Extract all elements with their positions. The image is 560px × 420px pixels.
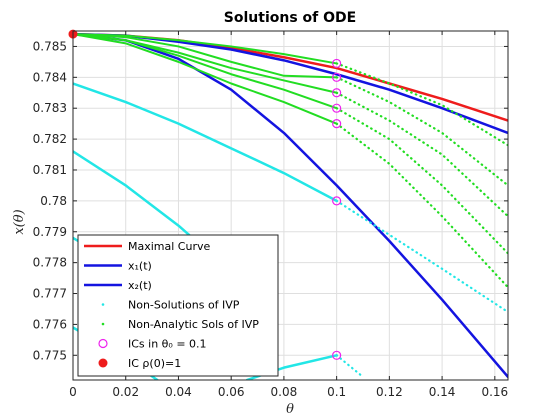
series-line [335, 62, 508, 147]
legend-marker [101, 322, 105, 326]
legend-label: Non-Analytic Sols of IVP [128, 318, 259, 331]
x-tick-label: 0 [69, 385, 77, 399]
legend-entry: IC ρ(0)=1 [98, 357, 181, 370]
x-tick-label: 0.02 [112, 385, 139, 399]
series-line [335, 122, 508, 289]
legend-entry: ICs in θ₀ = 0.1 [98, 338, 207, 351]
series-line [335, 76, 508, 187]
ic-circle [332, 72, 342, 82]
legend-marker [98, 338, 108, 349]
series-line [73, 33, 338, 125]
ic-circle [332, 350, 342, 360]
series-line [73, 82, 338, 203]
legend-label: x₁(t) [128, 260, 152, 273]
legend-entry: Maximal Curve [84, 240, 210, 253]
legend: Maximal Curve x₁(t) x₂(t) Non-Solutions of … [77, 234, 279, 377]
x-tick-label: 0.14 [429, 385, 456, 399]
x-tick-label: 0.16 [481, 385, 508, 399]
legend-label: Maximal Curve [128, 240, 210, 253]
axes: 0 0.02 0.04 0.06 0.08 0.1 0.12 0.14 0.16 0.775 0.7… [33, 29, 509, 399]
y-tick-label: 0.779 [33, 225, 67, 239]
series-line [73, 33, 338, 110]
x-tick-label: 0.06 [218, 385, 245, 399]
y-tick-label: 0.775 [33, 348, 67, 362]
legend-label: ICs in θ₀ = 0.1 [128, 338, 207, 351]
ic-circle [332, 88, 342, 98]
series-line [335, 107, 508, 255]
ic-circle [332, 58, 342, 69]
legend-label: x₂(t) [128, 279, 152, 292]
axes-box [72, 30, 509, 381]
legend-label: Non-Solutions of IVP [128, 299, 240, 312]
legend-entry: Non-Analytic Sols of IVP [101, 318, 259, 331]
chart-title: Solutions of ODE [224, 10, 356, 26]
y-tick-label: 0.781 [33, 163, 67, 177]
y-tick-label: 0.778 [33, 256, 67, 270]
y-tick-label: 0.78 [40, 194, 67, 208]
series-line [73, 33, 338, 79]
x-tick-label: 0.08 [271, 385, 298, 399]
legend-entry: x₂(t) [84, 279, 152, 292]
y-tick-label: 0.785 [33, 39, 67, 53]
x-tick-label: 0.12 [376, 385, 403, 399]
series-line [335, 354, 365, 379]
legend-entry: x₁(t) [84, 260, 152, 273]
series-line [73, 33, 338, 65]
legend-box [77, 234, 279, 377]
x-axis-label: θ [286, 402, 294, 417]
y-tick-label: 0.784 [33, 70, 67, 84]
legend-marker [98, 358, 108, 368]
y-tick-label: 0.777 [33, 287, 67, 301]
series-line [335, 199, 508, 314]
y-tick-label: 0.776 [33, 317, 67, 331]
y-tick-label: 0.783 [33, 101, 67, 115]
ic-circle [332, 196, 342, 206]
legend-label: IC ρ(0)=1 [128, 357, 181, 370]
ic-circle [332, 119, 342, 129]
ic-circle [332, 103, 342, 113]
series-line [335, 91, 508, 218]
legend-marker [101, 303, 105, 306]
y-axis-label: x(θ) [12, 209, 27, 234]
x-tick-label: 0.1 [327, 385, 346, 399]
y-tick-label: 0.782 [33, 132, 67, 146]
legend-entry: Non-Solutions of IVP [101, 299, 240, 312]
x-tick-label: 0.04 [165, 385, 192, 399]
